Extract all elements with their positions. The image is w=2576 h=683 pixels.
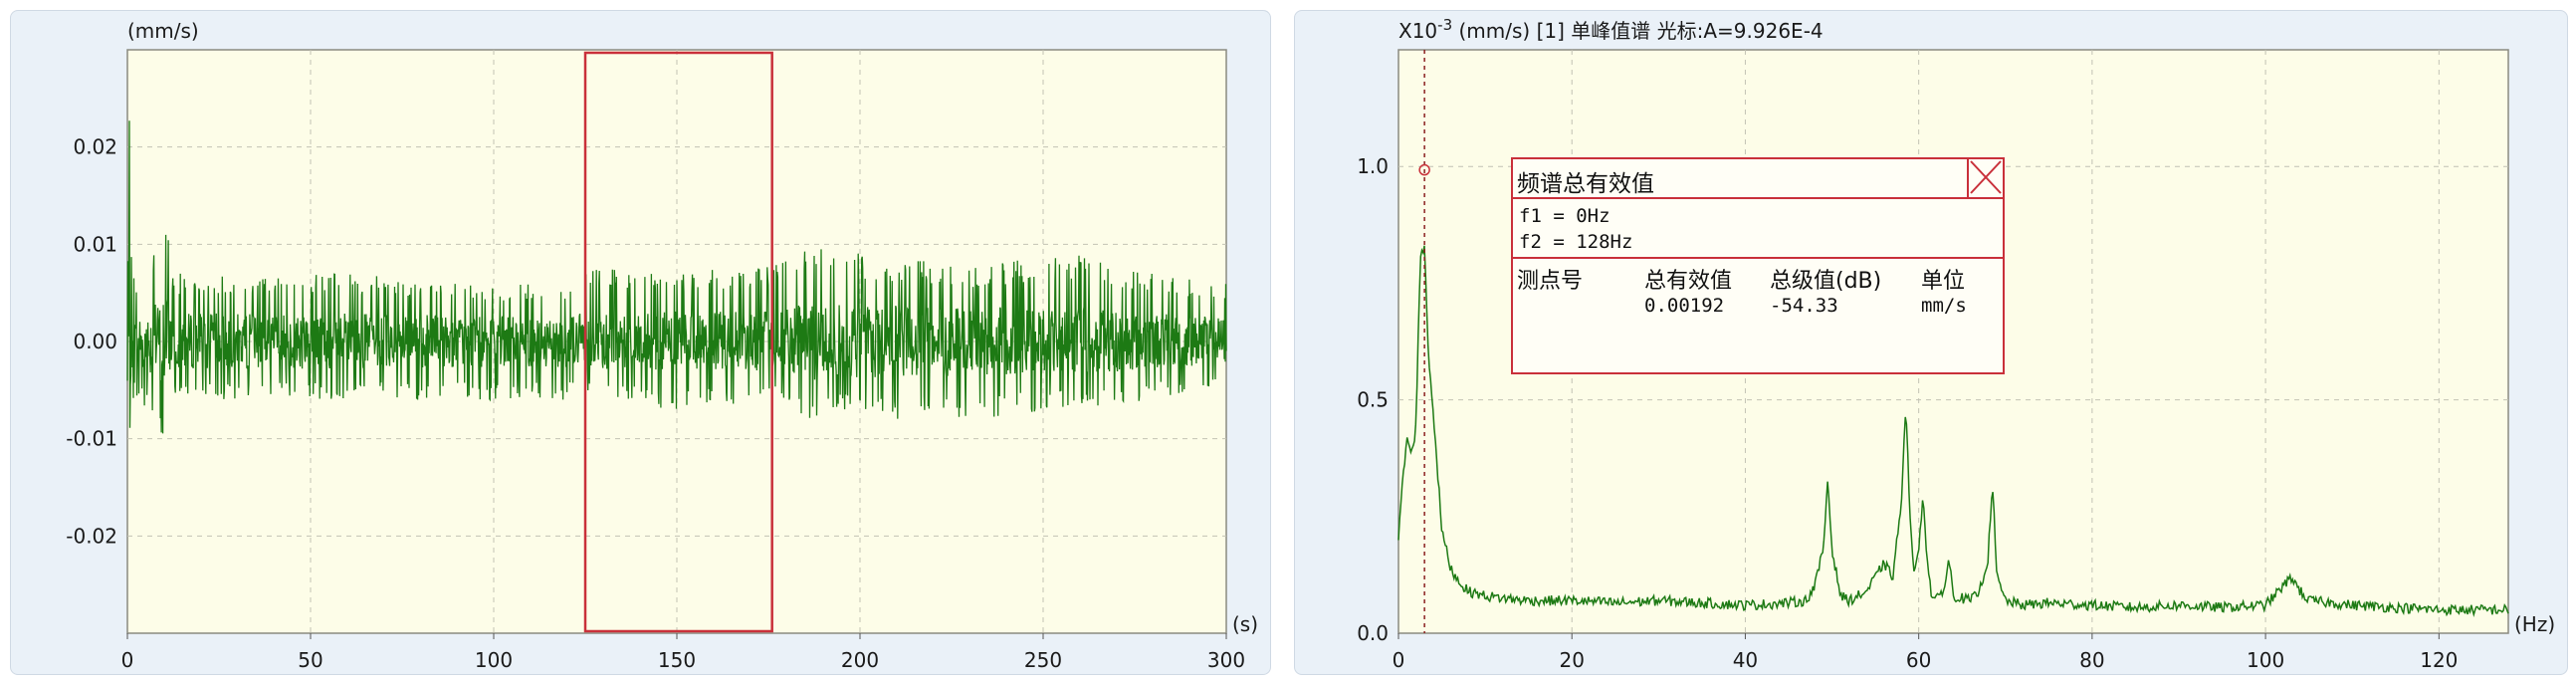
x-tick-label: 20 xyxy=(1559,648,1584,672)
x-tick-label: 300 xyxy=(1207,648,1245,672)
x-unit-label: (s) xyxy=(1232,612,1258,636)
col-point-id: 测点号 xyxy=(1517,269,1584,294)
spectrum-header: X10-3 (mm/s) [1] 单峰值谱 光标:A=9.926E-4 xyxy=(1398,16,1824,43)
x-tick-label: 50 xyxy=(298,648,322,672)
rms-table: 测点号 总有效值 总级值(dB) 单位 0.00192 -54.33 mm/s xyxy=(1513,259,2003,370)
y-tick-label: 0.00 xyxy=(73,330,117,353)
x-tick-label: 80 xyxy=(2079,648,2104,672)
col-unit: 单位 xyxy=(1921,269,1966,294)
val-total-level: -54.33 xyxy=(1770,295,1838,317)
col-total-level: 总级值(dB) xyxy=(1770,269,1882,294)
spectrum-marks: 0 20 40 60 80 100 120 0.0 0.5 1.0 X10-3 (mm/s) [1]… xyxy=(1357,16,2555,672)
y-tick-label: 0.0 xyxy=(1357,621,1389,645)
f2-value: f2 = 128Hz xyxy=(1519,231,1633,253)
x-tick-label: 100 xyxy=(2247,648,2284,672)
x-tick-label: 120 xyxy=(2420,648,2458,672)
x-unit-label: (Hz) xyxy=(2514,612,2555,636)
time-waveform-signal xyxy=(126,120,1227,434)
spectrum-title: [1] 单峰值谱 光标:A=9.926E-4 xyxy=(1530,19,1823,43)
y-tick-label: 1.0 xyxy=(1357,154,1389,178)
x-tick-label: 60 xyxy=(1906,648,1931,672)
scale-exponent: -3 xyxy=(1437,16,1452,34)
spectrum-signal xyxy=(1397,245,2509,617)
y-tick-label: -0.02 xyxy=(66,524,117,548)
time-waveform-marks: 0 50 100 150 200 250 300 0.02 0.01 0.00 -0.01 -0.02… xyxy=(66,19,1258,672)
col-total-rms: 总有效值 xyxy=(1644,269,1733,294)
infobox-title: 频谱总有效值 xyxy=(1517,171,1654,197)
close-icon[interactable] xyxy=(1967,159,2003,197)
infobox-header: 频谱总有效值 xyxy=(1513,159,2003,199)
x-tick-label: 100 xyxy=(475,648,513,672)
val-unit: mm/s xyxy=(1921,295,1967,317)
spectrum-rms-infobox[interactable]: 频谱总有效值 f1 = 0Hz f2 = 128Hz 测点号 总有效值 总级值(… xyxy=(1511,157,2005,374)
x-tick-label: 0 xyxy=(121,648,134,672)
val-total-rms: 0.00192 xyxy=(1644,295,1725,317)
y-unit-label: (mm/s) xyxy=(1452,19,1530,43)
y-tick-label: -0.01 xyxy=(66,427,117,451)
x-tick-label: 150 xyxy=(658,648,696,672)
x-tick-label: 0 xyxy=(1393,648,1405,672)
cursor-marker xyxy=(1418,163,1430,176)
x-tick-label: 40 xyxy=(1733,648,1758,672)
y-unit-label: (mm/s) xyxy=(127,19,199,43)
selection-box xyxy=(583,51,773,633)
y-tick-label: 0.5 xyxy=(1357,388,1389,412)
x-tick-label: 250 xyxy=(1024,648,1062,672)
f1-value: f1 = 0Hz xyxy=(1519,205,1610,227)
spectrum-line xyxy=(1397,245,2509,617)
frequency-range: f1 = 0Hz f2 = 128Hz xyxy=(1513,199,2003,259)
y-tick-label: 0.02 xyxy=(73,135,117,159)
y-tick-label: 0.01 xyxy=(73,232,117,256)
time-waveform-line xyxy=(126,120,1227,434)
scale-factor: X10 xyxy=(1398,19,1437,43)
x-tick-label: 200 xyxy=(841,648,879,672)
